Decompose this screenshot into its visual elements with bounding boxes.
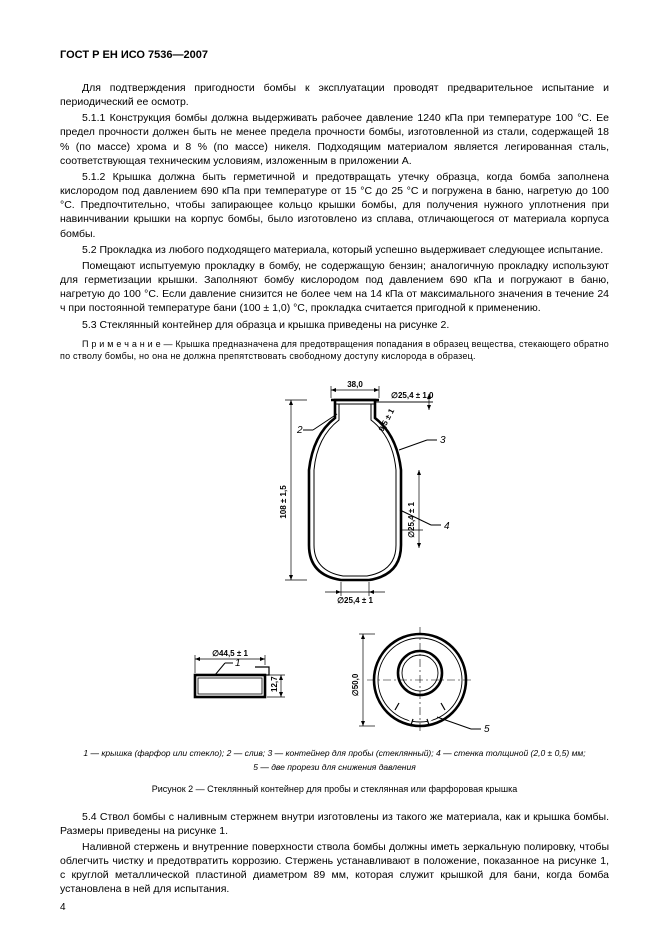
para-5-1-1: 5.1.1 Конструкция бомбы должна выдержива… [60,111,609,168]
figure-legend-2: 5 — две прорези для снижения давления [60,762,609,773]
figure-legend-1: 1 — крышка (фарфор или стекло); 2 — слив… [60,748,609,760]
note: П р и м е ч а н и е — Крышка предназначе… [60,338,609,362]
para-5-1-2: 5.1.2 Крышка должна быть герметичной и п… [60,170,609,241]
dim-lid-h: 12,7 [270,676,279,692]
svg-text:3: 3 [440,435,446,446]
para-5-4: 5.4 Ствол бомбы с наливным стержнем внут… [60,810,609,838]
page-number: 4 [60,901,66,915]
svg-text:∅25,4 ± 1: ∅25,4 ± 1 [337,596,373,605]
callout-5: 5 [484,724,490,735]
para-5-2-test: Помещают испытуемую прокладку в бомбу, н… [60,259,609,316]
svg-text:38,0: 38,0 [347,380,363,389]
svg-text:2: 2 [296,425,303,436]
dim-neck: ∅25,4 ± 1,0 [375,391,434,410]
doc-header: ГОСТ Р ЕН ИСО 7536—2007 [60,48,609,63]
dim-lid-w: ∅44,5 ± 1 [212,649,248,658]
svg-text:9,5 ± 1: 9,5 ± 1 [376,407,396,433]
callout-2: 2 [296,414,337,436]
svg-text:∅25,4 ± 1: ∅25,4 ± 1 [407,502,416,538]
svg-text:∅25,4 ± 1,0: ∅25,4 ± 1,0 [391,391,434,400]
dim-height: 108 ± 1,5 [279,400,307,580]
para-5-4b: Наливной стержень и внутренние поверхнос… [60,840,609,897]
para-5-3: 5.3 Стеклянный контейнер для образца и к… [60,318,609,332]
svg-text:108 ± 1,5: 108 ± 1,5 [279,485,288,519]
dim-body: ∅25,4 ± 1 [293,470,423,548]
lid-rect-inner [198,678,262,694]
svg-text:4: 4 [444,521,450,532]
figure-svg: 38,0 ∅25,4 ± 1,0 9,5 ± 1 [135,370,535,740]
para-intro: Для подтверждения пригодности бомбы к эк… [60,81,609,109]
lid-inner-circle [398,651,442,695]
dim-lid-d: ∅50,0 [351,673,360,696]
callout-1: 1 [235,658,241,669]
dim-top: 38,0 [331,380,379,398]
figure-2: 38,0 ∅25,4 ± 1,0 9,5 ± 1 [60,370,609,740]
dim-neck-h: 9,5 ± 1 [376,407,396,433]
para-5-2: 5.2 Прокладка из любого подходящего мате… [60,243,609,257]
callout-3: 3 [399,435,446,450]
dim-base: ∅25,4 ± 1 [325,582,385,605]
figure-caption: Рисунок 2 — Стеклянный контейнер для про… [60,783,609,795]
